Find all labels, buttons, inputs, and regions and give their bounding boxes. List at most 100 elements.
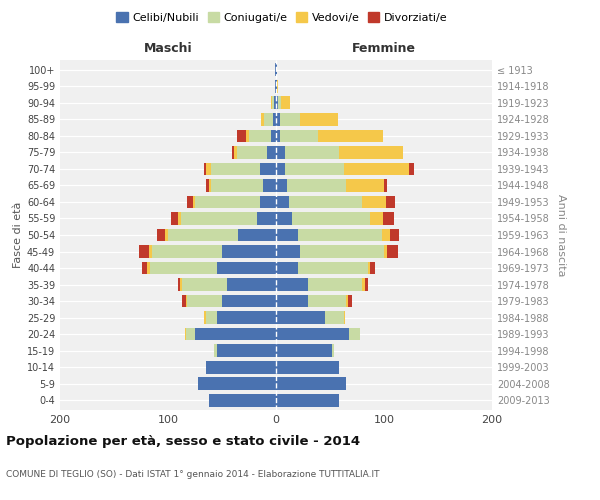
Bar	[382, 228, 391, 241]
Bar	[178, 278, 180, 291]
Bar	[365, 278, 368, 291]
Bar	[349, 328, 360, 340]
Legend: Celibi/Nubili, Coniugati/e, Vedovi/e, Divorziati/e: Celibi/Nubili, Coniugati/e, Vedovi/e, Di…	[112, 8, 452, 28]
Bar	[217, 311, 276, 324]
Bar	[222, 294, 276, 308]
Bar	[276, 212, 292, 225]
Bar	[387, 245, 398, 258]
Bar	[168, 228, 238, 241]
Bar	[195, 196, 260, 208]
Bar	[209, 394, 276, 406]
Bar	[276, 311, 325, 324]
Bar	[237, 146, 268, 159]
Bar	[274, 96, 276, 110]
Bar	[275, 64, 276, 76]
Bar	[276, 278, 308, 291]
Bar	[152, 245, 222, 258]
Bar	[287, 179, 346, 192]
Y-axis label: Anni di nascita: Anni di nascita	[556, 194, 566, 276]
Bar	[198, 377, 276, 390]
Bar	[346, 179, 384, 192]
Bar	[280, 113, 300, 126]
Bar	[271, 96, 272, 110]
Bar	[193, 196, 195, 208]
Bar	[149, 245, 152, 258]
Bar	[171, 212, 178, 225]
Bar	[261, 113, 264, 126]
Bar	[203, 162, 206, 175]
Bar	[281, 96, 290, 110]
Bar	[298, 228, 382, 241]
Bar	[370, 262, 376, 274]
Bar	[157, 228, 165, 241]
Bar	[249, 130, 271, 142]
Bar	[180, 278, 182, 291]
Bar	[362, 196, 386, 208]
Bar	[148, 262, 149, 274]
Bar	[338, 146, 403, 159]
Bar	[276, 344, 332, 357]
Bar	[260, 196, 276, 208]
Bar	[178, 212, 181, 225]
Bar	[237, 130, 246, 142]
Bar	[209, 179, 211, 192]
Bar	[383, 212, 394, 225]
Text: Popolazione per età, sesso e stato civile - 2014: Popolazione per età, sesso e stato civil…	[6, 435, 360, 448]
Bar	[182, 278, 227, 291]
Bar	[206, 179, 209, 192]
Text: Femmine: Femmine	[352, 42, 416, 55]
Bar	[308, 278, 362, 291]
Bar	[276, 146, 284, 159]
Bar	[276, 360, 338, 374]
Bar	[217, 262, 276, 274]
Bar	[362, 278, 365, 291]
Y-axis label: Fasce di età: Fasce di età	[13, 202, 23, 268]
Bar	[276, 196, 289, 208]
Text: COMUNE DI TEGLIO (SO) - Dati ISTAT 1° gennaio 2014 - Elaborazione TUTTITALIA.IT: COMUNE DI TEGLIO (SO) - Dati ISTAT 1° ge…	[6, 470, 380, 479]
Bar	[187, 294, 222, 308]
Bar	[368, 262, 370, 274]
Bar	[182, 294, 187, 308]
Bar	[195, 328, 276, 340]
Bar	[272, 96, 274, 110]
Bar	[332, 344, 334, 357]
Bar	[276, 294, 308, 308]
Bar	[284, 162, 344, 175]
Bar	[238, 228, 276, 241]
Bar	[232, 146, 234, 159]
Bar	[280, 130, 318, 142]
Bar	[276, 96, 278, 110]
Bar	[277, 80, 278, 93]
Bar	[264, 113, 273, 126]
Bar	[325, 311, 344, 324]
Bar	[276, 80, 277, 93]
Bar	[257, 212, 276, 225]
Bar	[276, 262, 298, 274]
Bar	[246, 130, 249, 142]
Bar	[206, 360, 276, 374]
Bar	[344, 311, 345, 324]
Bar	[214, 344, 217, 357]
Bar	[300, 245, 384, 258]
Bar	[187, 328, 195, 340]
Bar	[292, 212, 370, 225]
Bar	[276, 377, 346, 390]
Bar	[165, 228, 168, 241]
Bar	[344, 162, 409, 175]
Bar	[217, 344, 276, 357]
Bar	[409, 162, 414, 175]
Bar	[370, 212, 383, 225]
Bar	[346, 294, 349, 308]
Bar	[391, 228, 399, 241]
Bar	[276, 228, 298, 241]
Bar	[211, 162, 260, 175]
Bar	[384, 179, 387, 192]
Bar	[276, 328, 349, 340]
Bar	[276, 394, 338, 406]
Bar	[276, 130, 280, 142]
Bar	[263, 179, 276, 192]
Bar	[276, 162, 284, 175]
Bar	[384, 245, 387, 258]
Bar	[206, 162, 211, 175]
Bar	[386, 196, 395, 208]
